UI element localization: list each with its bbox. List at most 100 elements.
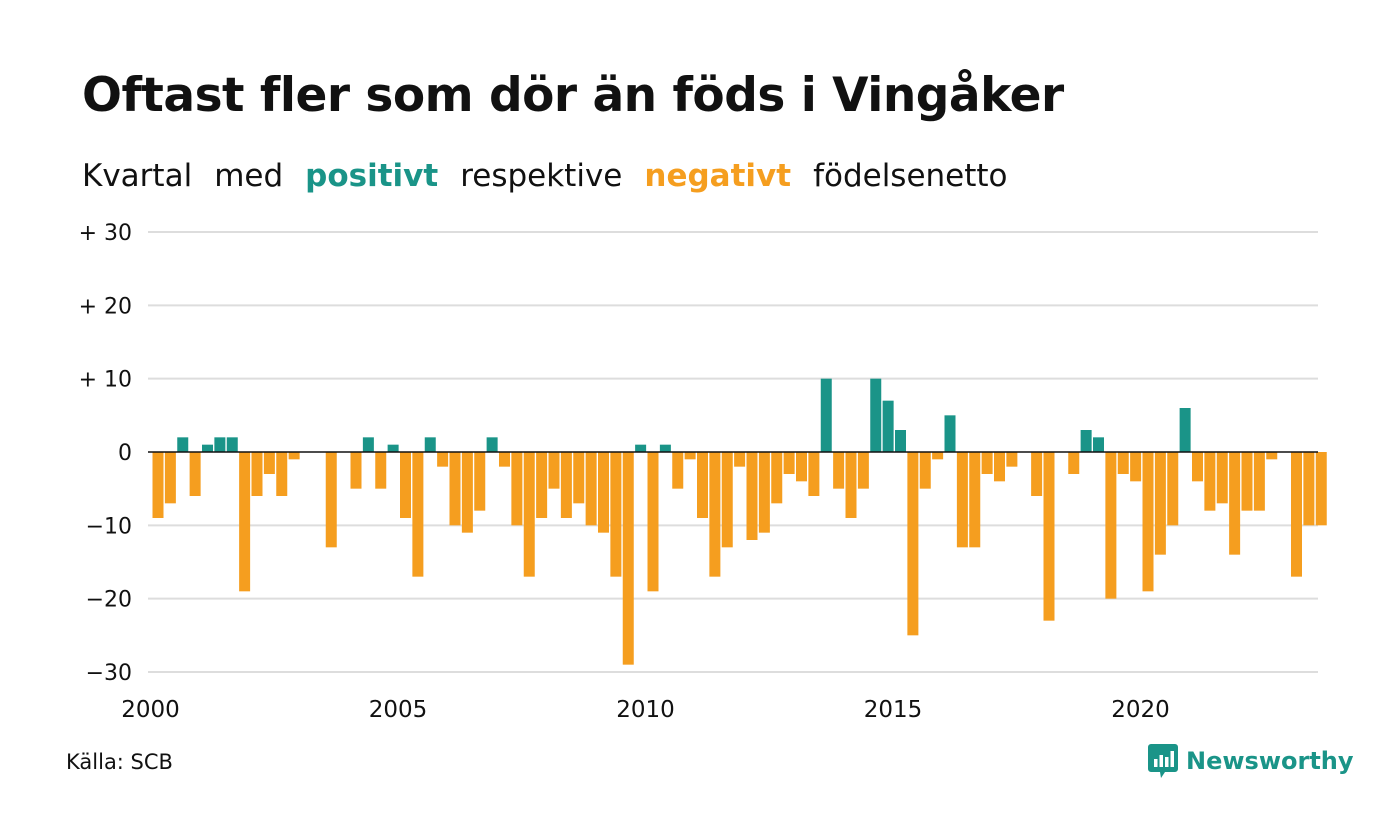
y-tick-label: + 20 <box>79 294 132 319</box>
bar <box>449 452 461 526</box>
bar <box>907 452 919 636</box>
bar <box>412 452 424 577</box>
bar <box>214 437 226 452</box>
brand-logo[interactable]: Newsworthy <box>1148 744 1354 778</box>
x-tick-label: 2015 <box>864 697 923 723</box>
x-axis-ticks: 2000 2005 2010 2015 2020 <box>121 697 1170 723</box>
y-tick-label: + 30 <box>79 221 132 246</box>
bar <box>1291 452 1302 577</box>
bar <box>622 452 634 665</box>
y-axis-ticks: + 30 + 20 + 10 0 −10 −20 −30 <box>79 221 132 686</box>
bar <box>981 452 993 474</box>
bar <box>560 452 572 518</box>
bar <box>276 452 288 496</box>
bar <box>523 452 535 577</box>
bar <box>895 430 906 452</box>
bar <box>437 452 449 467</box>
subtitle-word-fodelsenetto: födelsenetto <box>813 158 1008 194</box>
bar <box>919 452 931 489</box>
bar <box>536 452 548 518</box>
bar <box>1142 452 1154 592</box>
y-tick-label: −20 <box>86 588 132 613</box>
bar <box>1154 452 1166 555</box>
chart-title: Oftast fler som dör än föds i Vingåker <box>82 68 1064 123</box>
bar <box>511 452 523 526</box>
bar <box>659 444 671 452</box>
bar <box>177 437 189 452</box>
newsworthy-logo-icon <box>1148 744 1178 778</box>
bars <box>152 378 1327 665</box>
bar <box>1068 452 1080 474</box>
bar <box>350 452 362 489</box>
bar <box>400 452 411 518</box>
bar <box>1229 452 1241 555</box>
bar <box>474 452 486 511</box>
bar <box>771 452 783 504</box>
bar <box>709 452 721 577</box>
bar <box>189 452 201 496</box>
bar <box>820 378 832 452</box>
bar <box>1167 452 1179 526</box>
bar <box>387 444 399 452</box>
bar <box>585 452 597 526</box>
bar <box>610 452 622 577</box>
bar <box>226 437 238 452</box>
bar <box>288 452 300 460</box>
chart-subtitle: Kvartal med positivt respektive negativt föde… <box>82 158 1030 194</box>
bar <box>461 452 473 533</box>
bar <box>758 452 770 533</box>
bar <box>164 452 176 504</box>
bar <box>598 452 609 533</box>
bar <box>152 452 164 518</box>
x-tick-label: 2000 <box>121 697 180 723</box>
bar <box>325 452 337 548</box>
bar <box>375 452 387 489</box>
bar <box>1216 452 1228 504</box>
bar <box>1266 452 1278 460</box>
bar <box>1303 452 1315 526</box>
bar <box>1105 452 1117 599</box>
bar <box>1031 452 1043 496</box>
x-tick-label: 2005 <box>369 697 428 723</box>
bar <box>263 452 275 474</box>
source-note: Källa: SCB <box>66 750 173 774</box>
y-tick-label: −30 <box>86 661 132 686</box>
subtitle-negative-word: negativt <box>644 158 792 194</box>
bar <box>932 452 944 460</box>
bar <box>845 452 857 518</box>
bar <box>956 452 968 548</box>
subtitle-positive-word: positivt <box>305 158 439 194</box>
x-tick-label: 2010 <box>616 697 675 723</box>
bar <box>486 437 498 452</box>
bar <box>734 452 746 467</box>
bar <box>1006 452 1018 467</box>
bar <box>969 452 981 548</box>
brand-name: Newsworthy <box>1186 747 1354 775</box>
bar <box>251 452 263 496</box>
grid-lines <box>148 231 1318 673</box>
bar <box>697 452 708 518</box>
bar <box>202 444 213 452</box>
bar <box>1117 452 1129 474</box>
bar <box>944 415 956 452</box>
bar <box>882 400 894 452</box>
bar <box>1179 408 1191 452</box>
bar <box>857 452 869 489</box>
bar <box>796 452 807 482</box>
bar <box>1093 437 1104 452</box>
bar <box>808 452 820 496</box>
bar <box>573 452 585 504</box>
bar <box>870 378 882 452</box>
bar <box>833 452 845 489</box>
y-tick-label: 0 <box>118 441 132 466</box>
bar <box>1241 452 1253 511</box>
x-tick-label: 2020 <box>1111 697 1170 723</box>
y-tick-label: −10 <box>86 514 132 539</box>
bar <box>1043 452 1055 621</box>
bar <box>1080 430 1092 452</box>
bar <box>635 444 647 452</box>
bar <box>684 452 696 460</box>
bar <box>1192 452 1203 482</box>
bar <box>647 452 659 592</box>
